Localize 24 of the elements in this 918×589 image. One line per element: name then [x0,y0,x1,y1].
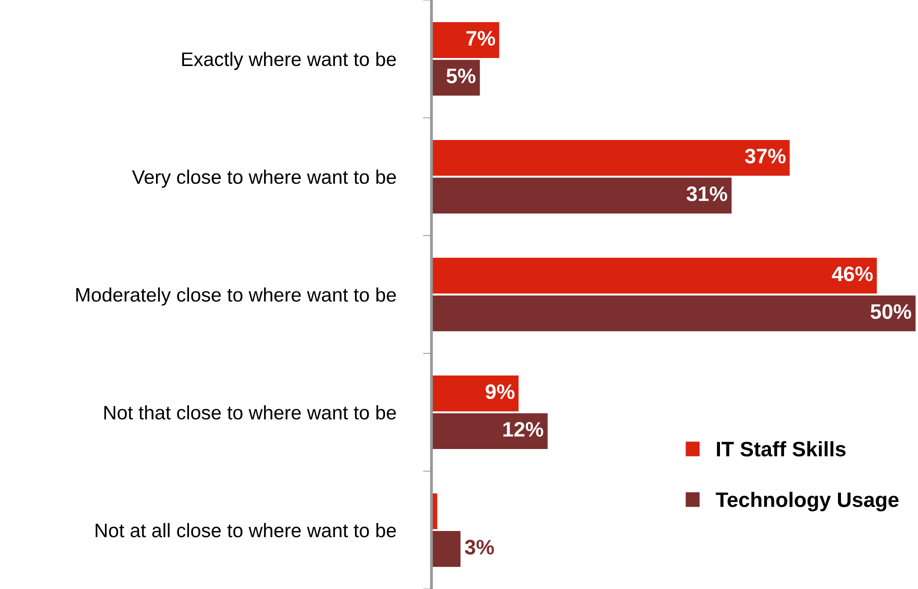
data-label: 3% [464,540,494,555]
data-label: 12% [503,422,544,437]
data-label: 50% [870,304,912,319]
y-tick-label: Not at all close to where want to be [96,523,396,538]
data-label: 5% [446,68,476,84]
data-label: 37% [744,148,786,164]
y-tick-label: Not that close to where want to be [104,405,396,420]
data-label: 46% [832,266,873,282]
legend-label: Technology Usage [716,492,899,512]
bar [431,258,877,294]
y-tick-label: Exactly where want to be [182,52,396,70]
bar [431,413,548,450]
data-label: 31% [686,186,728,202]
data-label: 9% [486,384,514,400]
legend-label: IT Staff Skills [716,441,846,456]
data-label: 7% [466,30,496,46]
bar [431,178,732,214]
y-tick-label: Moderately close to where want to be [76,287,396,306]
bar [431,376,519,412]
bar [431,295,916,332]
y-tick-label: Very close to where want to be [132,170,396,188]
bar [431,22,500,58]
bar [431,531,461,567]
bar [431,140,790,176]
